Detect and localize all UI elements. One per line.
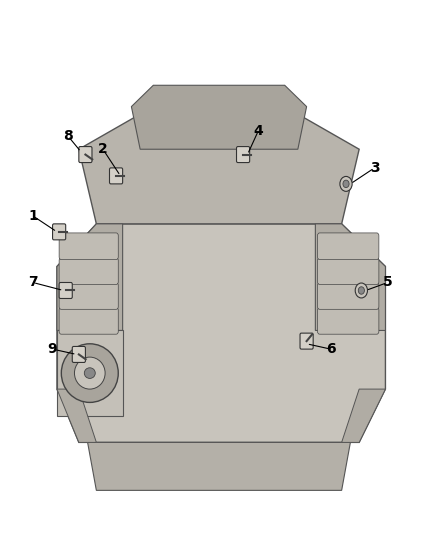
FancyBboxPatch shape: [110, 168, 123, 184]
Polygon shape: [131, 85, 307, 149]
Ellipse shape: [74, 357, 105, 389]
Polygon shape: [79, 107, 359, 224]
FancyBboxPatch shape: [318, 233, 379, 260]
Polygon shape: [57, 330, 123, 416]
FancyBboxPatch shape: [237, 147, 250, 163]
Polygon shape: [88, 442, 350, 490]
Text: 3: 3: [370, 161, 379, 175]
FancyBboxPatch shape: [318, 308, 379, 334]
Text: 6: 6: [326, 342, 336, 356]
FancyBboxPatch shape: [300, 333, 313, 349]
Polygon shape: [57, 224, 123, 330]
FancyBboxPatch shape: [318, 258, 379, 285]
Text: 8: 8: [63, 129, 73, 143]
Ellipse shape: [61, 344, 118, 402]
FancyBboxPatch shape: [59, 282, 118, 309]
FancyBboxPatch shape: [318, 282, 379, 309]
FancyBboxPatch shape: [59, 258, 118, 285]
Text: 1: 1: [28, 209, 38, 223]
Polygon shape: [57, 224, 385, 442]
FancyBboxPatch shape: [59, 308, 118, 334]
Text: 7: 7: [28, 276, 38, 289]
Circle shape: [343, 180, 349, 188]
Text: 2: 2: [98, 142, 108, 156]
FancyBboxPatch shape: [59, 282, 72, 298]
FancyBboxPatch shape: [59, 233, 118, 260]
FancyBboxPatch shape: [53, 224, 66, 240]
FancyBboxPatch shape: [72, 346, 85, 362]
Polygon shape: [57, 389, 96, 442]
Text: 9: 9: [48, 342, 57, 356]
Ellipse shape: [84, 368, 95, 378]
Polygon shape: [315, 224, 385, 330]
Text: 4: 4: [254, 124, 263, 138]
Circle shape: [358, 287, 364, 294]
Circle shape: [355, 283, 367, 298]
FancyBboxPatch shape: [79, 147, 92, 163]
Polygon shape: [342, 389, 385, 442]
Circle shape: [340, 176, 352, 191]
Text: 5: 5: [383, 276, 392, 289]
